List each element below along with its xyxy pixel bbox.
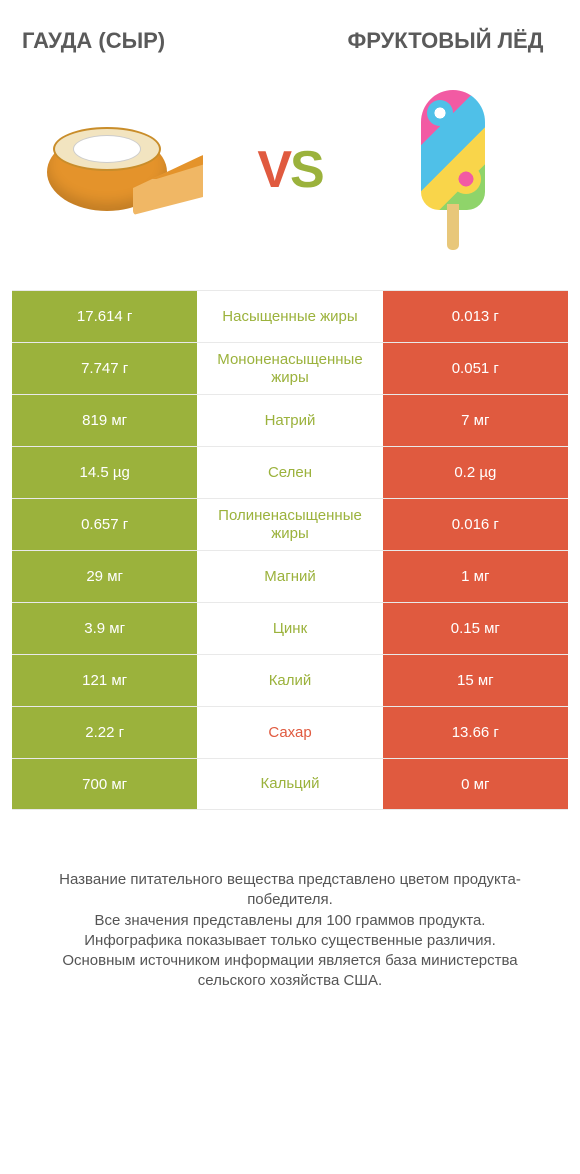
cell-right-value: 0.013 г	[383, 291, 568, 342]
footer-line: Название питательного вещества представл…	[32, 870, 548, 911]
footer-line: Инфографика показывает только существенн…	[32, 931, 548, 951]
cheese-icon	[47, 115, 207, 225]
cell-right-value: 0 мг	[383, 759, 568, 809]
vs-row: VS	[12, 60, 568, 290]
footer-line: Все значения представлены для 100 граммо…	[32, 911, 548, 931]
vs-s: S	[290, 141, 323, 199]
table-row: 700 мгКальций0 мг	[12, 758, 568, 810]
cell-nutrient-label: Натрий	[197, 395, 382, 446]
cell-nutrient-label: Калий	[197, 655, 382, 706]
cell-right-value: 13.66 г	[383, 707, 568, 758]
title-left: ГАУДА (СЫР)	[22, 28, 247, 54]
comparison-table: 17.614 гНасыщенные жиры0.013 г7.747 гМон…	[12, 290, 568, 810]
infographic-root: ГАУДА (СЫР) ФРУКТОВЫЙ ЛЁД VS 17.614 гНас…	[0, 0, 580, 1022]
table-row: 0.657 гПолиненасыщенные жиры0.016 г	[12, 498, 568, 550]
table-row: 7.747 гМононенасыщенные жиры0.051 г	[12, 342, 568, 394]
cell-right-value: 0.016 г	[383, 499, 568, 550]
table-row: 2.22 гСахар13.66 г	[12, 706, 568, 758]
cell-left-value: 7.747 г	[12, 343, 197, 394]
table-row: 17.614 гНасыщенные жиры0.013 г	[12, 290, 568, 342]
table-row: 121 мгКалий15 мг	[12, 654, 568, 706]
cell-nutrient-label: Магний	[197, 551, 382, 602]
table-row: 29 мгМагний1 мг	[12, 550, 568, 602]
popsicle-icon	[408, 90, 498, 250]
cell-nutrient-label: Сахар	[197, 707, 382, 758]
cell-left-value: 700 мг	[12, 759, 197, 809]
cell-left-value: 17.614 г	[12, 291, 197, 342]
title-right: ФРУКТОВЫЙ ЛЁД	[333, 28, 558, 53]
cell-right-value: 15 мг	[383, 655, 568, 706]
cell-left-value: 2.22 г	[12, 707, 197, 758]
table-row: 14.5 µgСелен0.2 µg	[12, 446, 568, 498]
vs-v: V	[257, 141, 290, 199]
product-image-right	[368, 90, 538, 250]
cell-nutrient-label: Кальций	[197, 759, 382, 809]
cell-left-value: 29 мг	[12, 551, 197, 602]
titles-row: ГАУДА (СЫР) ФРУКТОВЫЙ ЛЁД	[12, 28, 568, 60]
table-row: 819 мгНатрий7 мг	[12, 394, 568, 446]
cell-right-value: 0.051 г	[383, 343, 568, 394]
cell-left-value: 14.5 µg	[12, 447, 197, 498]
vs-label: VS	[257, 140, 322, 200]
cell-right-value: 7 мг	[383, 395, 568, 446]
cell-left-value: 0.657 г	[12, 499, 197, 550]
cell-right-value: 1 мг	[383, 551, 568, 602]
cell-right-value: 0.15 мг	[383, 603, 568, 654]
footer-line: Основным источником информации является …	[32, 951, 548, 992]
cell-nutrient-label: Насыщенные жиры	[197, 291, 382, 342]
cell-nutrient-label: Селен	[197, 447, 382, 498]
cell-nutrient-label: Мононенасыщенные жиры	[197, 343, 382, 394]
cell-left-value: 3.9 мг	[12, 603, 197, 654]
product-image-left	[42, 115, 212, 225]
cell-left-value: 819 мг	[12, 395, 197, 446]
cell-nutrient-label: Цинк	[197, 603, 382, 654]
footer-notes: Название питательного вещества представл…	[12, 810, 568, 1002]
table-row: 3.9 мгЦинк0.15 мг	[12, 602, 568, 654]
cell-left-value: 121 мг	[12, 655, 197, 706]
cell-right-value: 0.2 µg	[383, 447, 568, 498]
cell-nutrient-label: Полиненасыщенные жиры	[197, 499, 382, 550]
